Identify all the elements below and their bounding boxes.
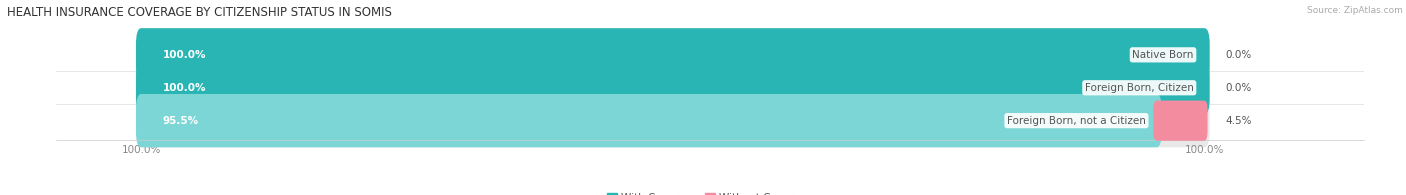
Text: 4.5%: 4.5% [1226,116,1253,126]
FancyBboxPatch shape [136,61,1209,114]
FancyBboxPatch shape [136,28,1209,82]
FancyBboxPatch shape [136,94,1161,147]
Text: Source: ZipAtlas.com: Source: ZipAtlas.com [1308,6,1403,15]
Text: 95.5%: 95.5% [163,116,198,126]
Text: HEALTH INSURANCE COVERAGE BY CITIZENSHIP STATUS IN SOMIS: HEALTH INSURANCE COVERAGE BY CITIZENSHIP… [7,6,392,19]
FancyBboxPatch shape [136,61,1209,114]
Text: 100.0%: 100.0% [163,50,207,60]
FancyBboxPatch shape [1153,101,1208,141]
Legend: With Coverage, Without Coverage: With Coverage, Without Coverage [603,188,817,195]
Text: 0.0%: 0.0% [1226,83,1251,93]
Text: Foreign Born, Citizen: Foreign Born, Citizen [1085,83,1194,93]
Text: Foreign Born, not a Citizen: Foreign Born, not a Citizen [1007,116,1146,126]
Text: Native Born: Native Born [1132,50,1194,60]
FancyBboxPatch shape [136,28,1209,82]
Text: 0.0%: 0.0% [1226,50,1251,60]
Text: 100.0%: 100.0% [163,83,207,93]
FancyBboxPatch shape [136,94,1209,147]
